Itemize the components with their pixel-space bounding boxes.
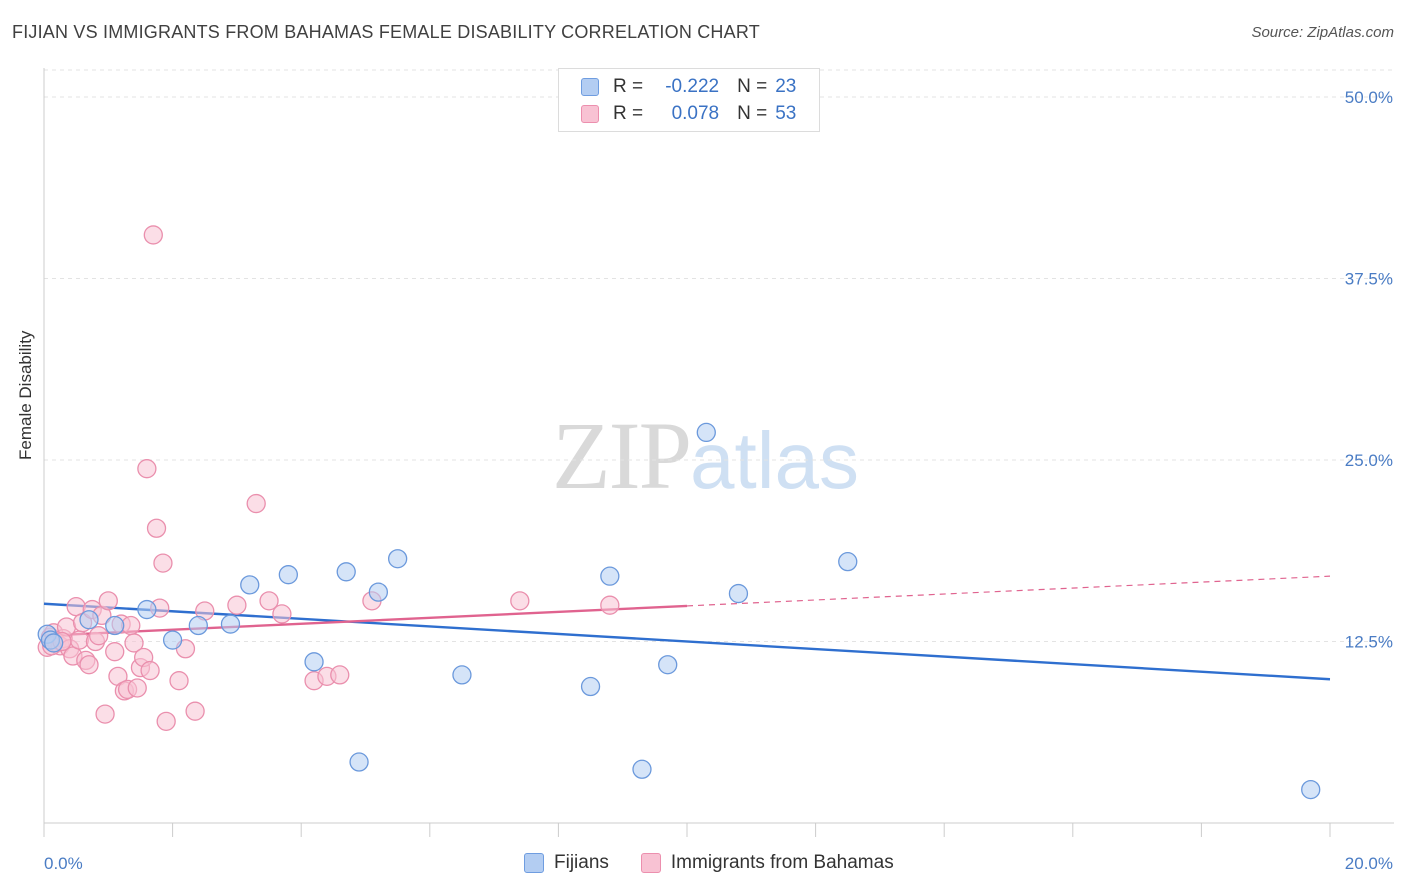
- source-credit: Source: ZipAtlas.com: [1251, 24, 1394, 41]
- bahamas-point: [259, 591, 279, 611]
- fijians-point: [1301, 779, 1321, 800]
- fijians-point: [220, 614, 241, 634]
- fijians-point: [387, 549, 408, 569]
- bahamas-point: [156, 711, 176, 732]
- fijians-point: [600, 566, 620, 586]
- fijians-point: [43, 633, 64, 653]
- bahamas-point: [121, 615, 141, 636]
- correlation-legend: R = -0.222 N = 23 R = 0.078 N = 53: [558, 68, 820, 132]
- series-legend-fijians: Fijians: [524, 852, 609, 874]
- series-swatch-fijians: [524, 853, 544, 873]
- bahamas-point: [600, 595, 620, 615]
- bahamas-point: [146, 518, 167, 538]
- bahamas-trend-line: [43, 604, 688, 637]
- fijians-point: [336, 562, 356, 582]
- data-points: [37, 225, 1321, 800]
- tick-labels: 12.5% 25.0% 37.5% 50.0% 0.0% 20.0%: [44, 88, 1393, 873]
- legend-row-fijians: R = -0.222 N = 23: [581, 75, 796, 99]
- legend-swatch-fijians: [581, 78, 599, 96]
- fijians-point: [696, 422, 716, 443]
- y-tick-label: 50.0%: [1345, 88, 1393, 107]
- series-legend: Fijians Immigrants from Bahamas: [524, 852, 926, 874]
- bahamas-point: [98, 591, 118, 611]
- trend-lines: [43, 575, 1331, 681]
- bahamas-point: [127, 678, 147, 698]
- fijians-point: [349, 752, 369, 772]
- legend-n-label: N =: [737, 103, 768, 124]
- bahamas-point: [137, 459, 157, 479]
- fijians-point: [162, 630, 183, 650]
- series-legend-bahamas: Immigrants from Bahamas: [640, 852, 894, 874]
- series-name-fijians: Fijians: [554, 852, 609, 873]
- legend-n-value-fijians: 23: [775, 76, 797, 97]
- fijians-point: [452, 665, 472, 685]
- fijians-point: [304, 652, 324, 672]
- fijians-point: [838, 551, 858, 572]
- bahamas-point: [227, 595, 247, 615]
- bahamas-point: [143, 225, 163, 245]
- legend-n-value-bahamas: 53: [775, 103, 797, 124]
- fijians-point: [240, 575, 260, 595]
- series-swatch-bahamas: [640, 853, 661, 873]
- fijians-point: [79, 610, 99, 630]
- y-tick-label: 37.5%: [1345, 270, 1393, 289]
- x-tick-label: 0.0%: [44, 854, 83, 873]
- legend-r-value-fijians: -0.222: [665, 76, 720, 97]
- legend-r-label: R =: [613, 103, 644, 124]
- y-tick-label: 12.5%: [1345, 633, 1393, 652]
- bahamas-point: [272, 604, 292, 624]
- legend-r-label: R =: [613, 76, 644, 97]
- legend-n-label: N =: [737, 76, 768, 97]
- fijians-point: [658, 655, 678, 675]
- bahamas-point: [169, 671, 189, 691]
- fijians-point: [278, 565, 298, 585]
- fijians-point: [728, 583, 749, 604]
- bahamas-point: [140, 660, 160, 681]
- y-tick-label: 25.0%: [1345, 451, 1393, 470]
- bahamas-point: [185, 701, 205, 721]
- grid-lines: [44, 69, 1394, 642]
- bahamas-point: [153, 553, 173, 573]
- chart-title: FIJIAN VS IMMIGRANTS FROM BAHAMAS FEMALE…: [12, 22, 760, 42]
- bahamas-point: [79, 655, 99, 675]
- axes: [43, 68, 1394, 837]
- fijians-point: [188, 615, 208, 636]
- x-tick-label: 20.0%: [1345, 854, 1393, 873]
- fijians-point: [137, 599, 157, 620]
- fijians-point: [632, 759, 652, 779]
- bahamas-point: [510, 591, 530, 611]
- fijians-point: [580, 676, 601, 697]
- legend-row-bahamas: R = 0.078 N = 53: [581, 102, 796, 126]
- fijians-trend-line: [43, 602, 1331, 681]
- bahamas-point: [89, 626, 109, 646]
- bahamas-point: [105, 642, 125, 662]
- legend-swatch-bahamas: [581, 105, 599, 123]
- y-axis-label: Female Disability: [16, 330, 35, 460]
- bahamas-point: [330, 665, 350, 685]
- bahamas-trend-extension: [686, 575, 1331, 607]
- legend-r-value-bahamas: 0.078: [671, 103, 720, 124]
- bahamas-point: [69, 630, 90, 650]
- bahamas-point: [95, 704, 115, 724]
- fijians-point: [105, 615, 125, 636]
- bahamas-point: [246, 493, 266, 514]
- fijians-point: [368, 582, 389, 602]
- series-name-bahamas: Immigrants from Bahamas: [670, 852, 894, 873]
- bahamas-point: [124, 633, 144, 653]
